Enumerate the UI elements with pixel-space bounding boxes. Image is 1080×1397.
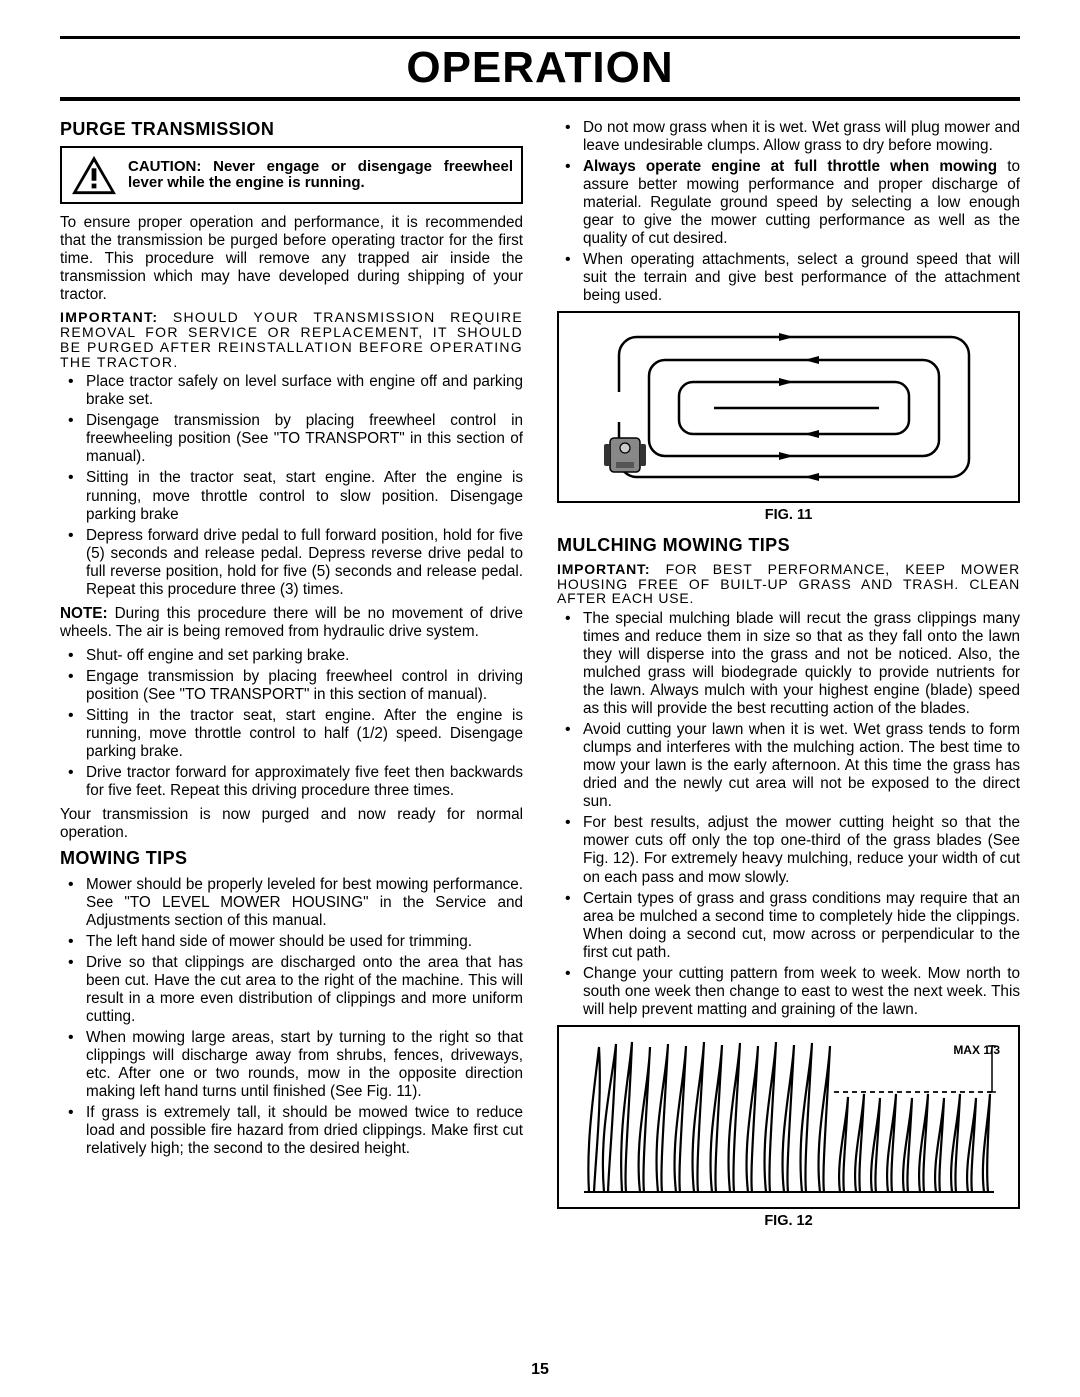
list-item: When mowing large areas, start by turnin… xyxy=(60,1029,523,1101)
two-column-layout: PURGE TRANSMISSION CAUTION: Never engage… xyxy=(60,119,1020,1240)
caution-box: CAUTION: Never engage or disengage freew… xyxy=(60,146,523,204)
grass-height-diagram xyxy=(574,1032,1004,1202)
list-item: Mower should be properly leveled for bes… xyxy=(60,876,523,930)
paragraph: Your transmission is now purged and now … xyxy=(60,806,523,842)
max-label: MAX 1/3 xyxy=(953,1043,1000,1057)
mowing-pattern-diagram xyxy=(579,322,999,492)
note-paragraph: NOTE: During this procedure there will b… xyxy=(60,605,523,641)
figure-12-box: MAX 1/3 xyxy=(557,1025,1020,1209)
figure-caption: FIG. 11 xyxy=(557,507,1020,524)
section-heading-mowing: MOWING TIPS xyxy=(60,848,523,869)
important-note: IMPORTANT: SHOULD YOUR TRANSMISSION REQU… xyxy=(60,310,523,369)
bullet-list: Mower should be properly leveled for bes… xyxy=(60,876,523,1159)
important-label: IMPORTANT: xyxy=(557,561,650,577)
list-item: Change your cutting pattern from week to… xyxy=(557,965,1020,1019)
list-item: Disengage transmission by placing freewh… xyxy=(60,412,523,466)
list-item: The special mulching blade will recut th… xyxy=(557,610,1020,718)
list-item: If grass is extremely tall, it should be… xyxy=(60,1104,523,1158)
bullet-list: The special mulching blade will recut th… xyxy=(557,610,1020,1019)
note-text: During this procedure there will be no m… xyxy=(60,605,523,640)
bullet-list: Do not mow grass when it is wet. Wet gra… xyxy=(557,119,1020,305)
under-rule xyxy=(60,97,1020,101)
list-item: Certain types of grass and grass conditi… xyxy=(557,890,1020,962)
list-item: Engage transmission by placing freewheel… xyxy=(60,668,523,704)
list-item: When operating attachments, select a gro… xyxy=(557,251,1020,305)
warning-triangle-icon xyxy=(70,154,118,196)
bullet-list: Shut- off engine and set parking brake. … xyxy=(60,647,523,800)
list-item: Always operate engine at full throttle w… xyxy=(557,158,1020,248)
figure-caption: FIG. 12 xyxy=(557,1213,1020,1230)
paragraph: To ensure proper operation and performan… xyxy=(60,214,523,304)
list-item: Drive tractor forward for approximately … xyxy=(60,764,523,800)
list-item: Depress forward drive pedal to full forw… xyxy=(60,527,523,599)
right-column: Do not mow grass when it is wet. Wet gra… xyxy=(557,119,1020,1240)
important-label: IMPORTANT: xyxy=(60,309,158,325)
list-item: Sitting in the tractor seat, start engin… xyxy=(60,469,523,523)
note-label: NOTE: xyxy=(60,605,108,622)
top-rule xyxy=(60,36,1020,39)
list-item: Drive so that clippings are discharged o… xyxy=(60,954,523,1026)
page-number: 15 xyxy=(0,1361,1080,1379)
figure-11-box xyxy=(557,311,1020,503)
important-note: IMPORTANT: FOR BEST PERFORMANCE, KEEP MO… xyxy=(557,562,1020,606)
list-item: Do not mow grass when it is wet. Wet gra… xyxy=(557,119,1020,155)
section-heading-purge: PURGE TRANSMISSION xyxy=(60,119,523,140)
list-item: Place tractor safely on level surface wi… xyxy=(60,373,523,409)
list-item: Avoid cutting your lawn when it is wet. … xyxy=(557,721,1020,811)
list-item: For best results, adjust the mower cutti… xyxy=(557,814,1020,886)
section-heading-mulching: MULCHING MOWING TIPS xyxy=(557,535,1020,556)
manual-page: OPERATION PURGE TRANSMISSION CAUTION: Ne… xyxy=(0,0,1080,1397)
list-item: Shut- off engine and set parking brake. xyxy=(60,647,523,665)
list-item: The left hand side of mower should be us… xyxy=(60,933,523,951)
bullet-list: Place tractor safely on level surface wi… xyxy=(60,373,523,599)
left-column: PURGE TRANSMISSION CAUTION: Never engage… xyxy=(60,119,523,1240)
list-item: Sitting in the tractor seat, start engin… xyxy=(60,707,523,761)
caution-text: CAUTION: Never engage or disengage freew… xyxy=(128,159,513,192)
page-title: OPERATION xyxy=(60,43,1020,93)
bold-text: Always operate engine at full throttle w… xyxy=(583,158,997,175)
